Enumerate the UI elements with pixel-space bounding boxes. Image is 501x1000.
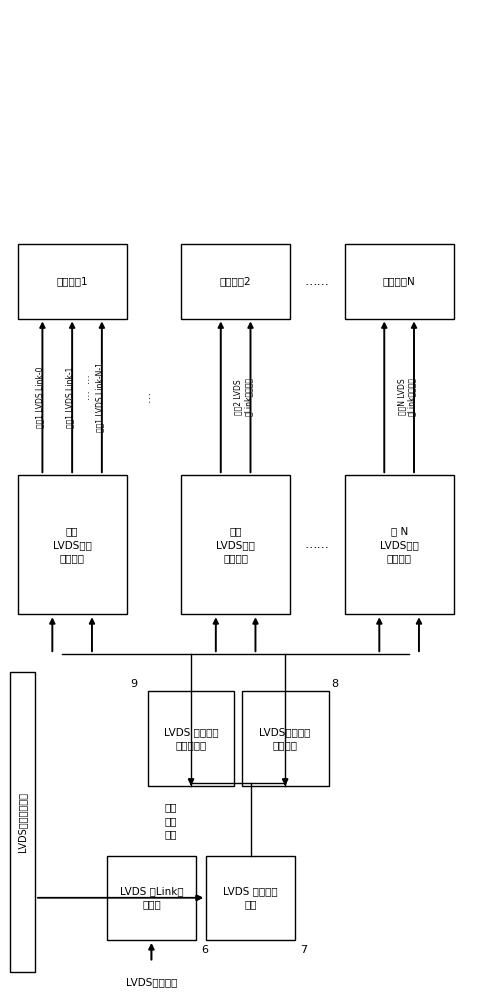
Bar xyxy=(10,672,35,972)
Bar xyxy=(242,691,329,786)
Text: ……: …… xyxy=(305,275,330,288)
Bar xyxy=(181,475,290,614)
Text: 通道1 LVDS Link-1: 通道1 LVDS Link-1 xyxy=(65,366,74,428)
Bar xyxy=(345,475,453,614)
Text: LVDS图像数据
缓存模块: LVDS图像数据 缓存模块 xyxy=(260,727,311,750)
Text: LVDS 视频解码
模块: LVDS 视频解码 模块 xyxy=(223,886,278,909)
Text: …: … xyxy=(141,391,151,402)
Bar xyxy=(206,856,295,940)
Text: 8: 8 xyxy=(331,679,338,689)
Bar xyxy=(18,244,127,319)
Text: 被测模组1: 被测模组1 xyxy=(56,276,88,286)
Text: …  …: … … xyxy=(82,374,92,400)
Text: 通道1 LVDS Link-N-1: 通道1 LVDS Link-N-1 xyxy=(95,362,104,432)
Text: 第二
LVDS视频
输出模块: 第二 LVDS视频 输出模块 xyxy=(216,527,255,563)
Text: 被测模组N: 被测模组N xyxy=(383,276,415,286)
Text: LVDS视频信号: LVDS视频信号 xyxy=(126,977,177,987)
Text: ……: …… xyxy=(305,538,330,551)
Text: LVDS视频控制信号: LVDS视频控制信号 xyxy=(18,792,28,852)
Text: 9: 9 xyxy=(131,679,138,689)
Bar xyxy=(345,244,453,319)
Bar xyxy=(18,475,127,614)
Bar xyxy=(107,856,196,940)
Text: LVDS 图像分辨
率检测模块: LVDS 图像分辨 率检测模块 xyxy=(164,727,218,750)
Text: 通道1 LVDS Link-0: 通道1 LVDS Link-0 xyxy=(36,366,45,428)
Text: 通道N LVDS
各Link视频信号: 通道N LVDS 各Link视频信号 xyxy=(397,377,416,416)
Text: 通道2 LVDS
各Link视频信号: 通道2 LVDS 各Link视频信号 xyxy=(233,377,253,416)
Bar xyxy=(181,244,290,319)
Text: 第一
LVDS视频
输出模块: 第一 LVDS视频 输出模块 xyxy=(53,527,92,563)
Text: 基准
图像
信号: 基准 图像 信号 xyxy=(165,803,177,839)
Text: LVDS 各Link同
步模块: LVDS 各Link同 步模块 xyxy=(120,886,183,909)
Bar xyxy=(148,691,234,786)
Text: 第 N
LVDS视频
输出模块: 第 N LVDS视频 输出模块 xyxy=(380,527,418,563)
Text: 被测模组2: 被测模组2 xyxy=(220,276,252,286)
Text: 7: 7 xyxy=(300,945,307,955)
Text: 6: 6 xyxy=(201,945,208,955)
